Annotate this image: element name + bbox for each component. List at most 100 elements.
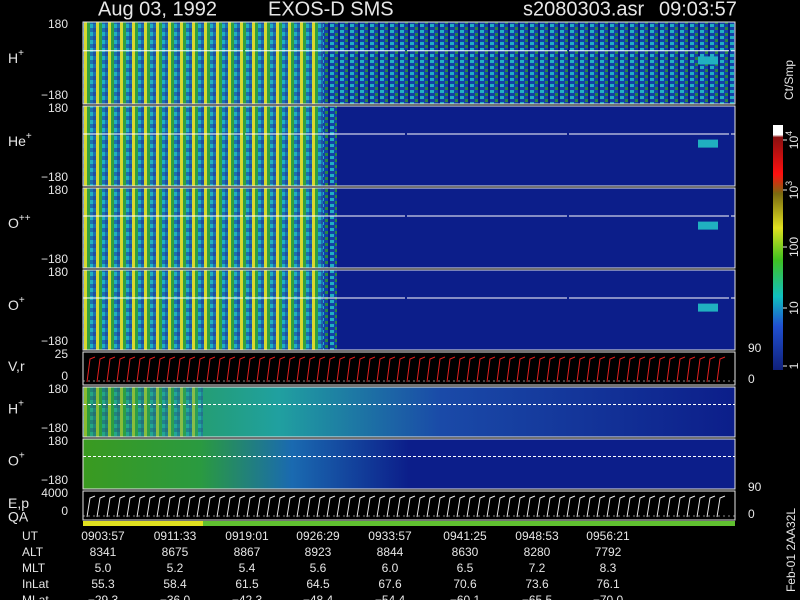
- footer-cell: −36.0: [160, 593, 191, 600]
- footer-cell: −29.3: [88, 593, 119, 600]
- panel-label: O++: [8, 213, 31, 231]
- footer-cell: 0933:57: [368, 529, 412, 543]
- footer-cell: −42.3: [232, 593, 263, 600]
- footer-cell: 70.6: [453, 577, 477, 591]
- footer-cell: −48.4: [303, 593, 334, 600]
- footer-cell: 8.3: [600, 561, 617, 575]
- footer-cell: 58.4: [163, 577, 187, 591]
- axis-top: 180: [48, 434, 68, 448]
- footer-cell: 0926:29: [296, 529, 340, 543]
- spectrogram-active: [83, 270, 323, 350]
- panel-label-text: He: [8, 133, 26, 149]
- footer-cell: 73.6: [525, 577, 549, 591]
- spectrogram-active: [83, 387, 203, 437]
- panel-frame: [82, 21, 736, 105]
- colorbar-tick-base: 1: [787, 362, 800, 369]
- axis-top: 25: [55, 347, 69, 361]
- axis-top: 180: [48, 265, 68, 279]
- panel-label-text: O: [8, 452, 19, 468]
- footer-cell: 8630: [452, 545, 479, 559]
- footer-row-label: MLT: [22, 561, 46, 575]
- panel-label-2: QA: [8, 509, 29, 525]
- panel-label: O+: [8, 450, 25, 468]
- footer-cell: 61.5: [235, 577, 259, 591]
- colorbar-tick-base: 100: [787, 237, 800, 257]
- footer-cell: 6.0: [382, 561, 399, 575]
- footer-cell: 8923: [305, 545, 332, 559]
- footer-cell: 7.2: [529, 561, 546, 575]
- spectrogram-active: [83, 22, 323, 104]
- footer-cell: 8280: [524, 545, 551, 559]
- panel-label-text: H: [8, 400, 18, 416]
- footer-cell: 7792: [595, 545, 622, 559]
- panel-frame: [82, 438, 736, 490]
- panel-frame: [82, 386, 736, 438]
- axis-bottom: 0: [61, 504, 68, 518]
- footer-cell: 5.2: [167, 561, 184, 575]
- side-note: Feb-01 2AA32L: [784, 508, 798, 592]
- axis-top: 180: [48, 183, 68, 197]
- spectrogram-active: [83, 106, 323, 186]
- axis-bottom: −180: [41, 473, 68, 487]
- axis-bottom: −180: [41, 170, 68, 184]
- axis-bottom: −180: [41, 88, 68, 102]
- panel-frame: [82, 351, 736, 386]
- colorbar-tick-label: 103: [784, 181, 800, 199]
- panel-label-sup: +: [26, 131, 32, 142]
- trace: [86, 356, 726, 383]
- axis-top: 180: [48, 17, 68, 31]
- status-bar: [83, 521, 735, 526]
- panel-label-text: H: [8, 50, 18, 66]
- footer-cell: −54.4: [375, 593, 406, 600]
- header-date: Aug 03, 1992: [98, 0, 217, 20]
- spectrogram-edge: [323, 188, 337, 268]
- panel-label: O+: [8, 295, 25, 313]
- panel-label-text: V,r: [8, 358, 25, 374]
- footer-cell: 0911:33: [154, 529, 197, 543]
- colorbar-tick-sup: 3: [784, 181, 794, 186]
- header-time: 09:03:57: [659, 0, 737, 20]
- footer-cell: −70.0: [593, 593, 624, 600]
- panel-label: He+: [8, 131, 32, 149]
- footer-cell: 5.6: [310, 561, 327, 575]
- footer-cell: 0941:25: [443, 529, 487, 543]
- spectrogram-edge: [323, 270, 337, 350]
- footer-cell: 0956:21: [586, 529, 630, 543]
- footer-cell: 5.0: [95, 561, 112, 575]
- panel-label: H+: [8, 48, 24, 66]
- spectrogram-spot: [698, 221, 718, 230]
- colorbar: [773, 125, 783, 370]
- axis-right-top: 90: [748, 480, 762, 494]
- panel-label-sup: +: [19, 450, 25, 461]
- panel-label: H+: [8, 398, 24, 416]
- axis-bottom: −180: [41, 421, 68, 435]
- footer-cell: 76.1: [596, 577, 620, 591]
- footer-cell: 8675: [162, 545, 189, 559]
- axis-top: 180: [48, 101, 68, 115]
- colorbar-tick-label: 1: [787, 362, 800, 369]
- panel-frame: [82, 105, 736, 187]
- footer-row-label: UT: [22, 529, 39, 543]
- spectrogram-spot: [698, 56, 718, 65]
- footer-cell: −65.5: [522, 593, 553, 600]
- panel-frame: [82, 187, 736, 269]
- status-bar-seg: [83, 521, 203, 526]
- panel-label-text: O: [8, 297, 19, 313]
- footer-cell: 0948:53: [515, 529, 559, 543]
- footer-cell: 8844: [377, 545, 404, 559]
- colorbar-tick-sup: 4: [784, 131, 794, 136]
- panel-label-sup: +: [19, 295, 25, 306]
- colorbar-tick-base: 10: [787, 136, 800, 150]
- footer-cell: 8341: [90, 545, 117, 559]
- spectrogram-active: [83, 188, 323, 268]
- footer-cell: 5.4: [239, 561, 256, 575]
- footer-cell: −60.1: [450, 593, 481, 600]
- axis-top: 180: [48, 382, 68, 396]
- panel-label-sup: +: [18, 48, 24, 59]
- colorbar-unit: Ct/Smp: [782, 60, 796, 100]
- header-instrument: EXOS-D SMS: [268, 0, 394, 20]
- colorbar-tick-base: 10: [787, 301, 800, 315]
- panel-label: E,p: [8, 495, 29, 511]
- panel-label-sup: +: [18, 398, 24, 409]
- axis-bottom: 0: [61, 369, 68, 383]
